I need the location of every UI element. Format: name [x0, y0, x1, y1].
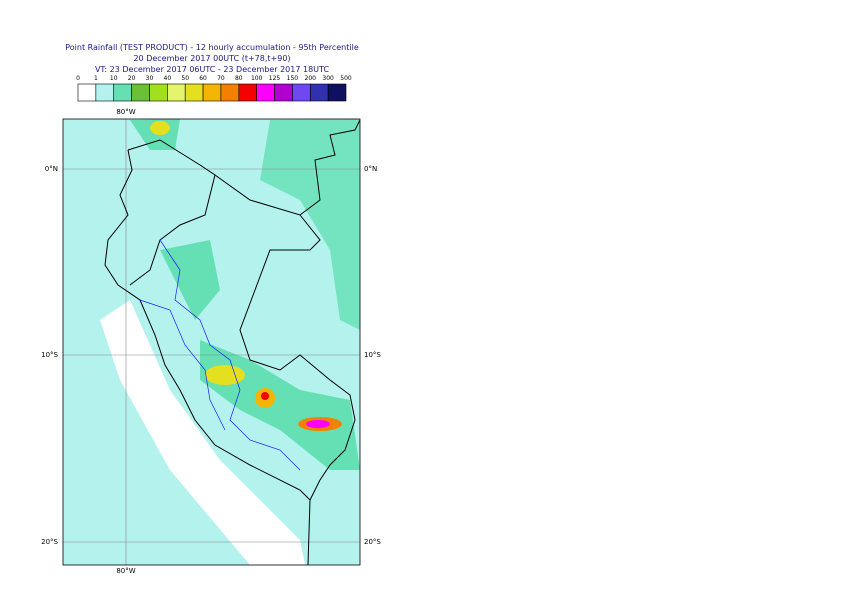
legend-swatch — [220, 83, 240, 102]
lat-label: 10°S — [41, 351, 58, 359]
map — [63, 119, 360, 565]
legend-label: 500 — [340, 75, 352, 82]
legend-label: 100 — [251, 75, 263, 82]
legend-label: 125 — [269, 75, 281, 82]
valid-time: VT: 23 December 2017 06UTC - 23 December… — [95, 65, 329, 74]
border — [127, 139, 216, 286]
legend-label: 50 — [181, 75, 189, 82]
rain-core — [150, 121, 170, 135]
legend-swatch — [77, 83, 97, 102]
legend-swatch — [256, 83, 275, 102]
legend-swatch — [184, 83, 204, 102]
dry-area — [100, 300, 305, 565]
legend-label: 0 — [76, 75, 80, 82]
lat-label: 0°N — [45, 165, 58, 173]
border — [239, 214, 356, 501]
run-time: 20 December 2017 00UTC (t+78,t+90) — [133, 54, 290, 63]
coastline — [104, 149, 311, 565]
legend-swatch — [292, 83, 311, 102]
legend-swatch — [327, 83, 347, 102]
rain-area — [260, 119, 360, 330]
legend-swatch — [131, 83, 150, 102]
rain-core — [205, 365, 245, 385]
rain-core — [306, 420, 330, 428]
title: Point Rainfall (TEST PRODUCT) - 12 hourl… — [65, 43, 359, 52]
legend-swatch — [95, 83, 115, 102]
legend-label: 200 — [305, 75, 317, 82]
lat-label: 20°S — [364, 538, 381, 546]
legend-swatch — [274, 83, 293, 102]
legend-swatch — [202, 83, 222, 102]
legend-swatch — [149, 83, 168, 102]
legend-label: 70 — [217, 75, 225, 82]
legend-label: 60 — [199, 75, 207, 82]
rain-area — [160, 240, 220, 320]
legend-label: 1 — [94, 75, 98, 82]
legend-label: 300 — [322, 75, 334, 82]
lat-label: 10°S — [364, 351, 381, 359]
legend-label: 10 — [110, 75, 118, 82]
rain-core — [261, 392, 269, 400]
legend-label: 40 — [164, 75, 172, 82]
legend-swatch — [238, 83, 257, 102]
legend: 0 1 10 20 30 40 50 60 70 80 100 125 150 200 300 500 — [76, 75, 352, 102]
legend-label: 20 — [128, 75, 136, 82]
graticule — [63, 119, 360, 565]
admin-boundary — [159, 239, 301, 471]
legend-swatch — [113, 83, 132, 102]
lon-label: 80°W — [116, 108, 135, 116]
admin-boundary — [139, 299, 226, 431]
map-frame — [62, 118, 361, 566]
legend-label: 80 — [235, 75, 243, 82]
legend-swatch — [309, 83, 329, 102]
legend-label: 150 — [287, 75, 299, 82]
border — [214, 119, 360, 216]
lat-label: 0°N — [364, 165, 377, 173]
lat-label: 20°S — [41, 538, 58, 546]
legend-swatch — [167, 83, 186, 102]
legend-label: 30 — [146, 75, 154, 82]
lon-label: 80°W — [116, 567, 135, 575]
